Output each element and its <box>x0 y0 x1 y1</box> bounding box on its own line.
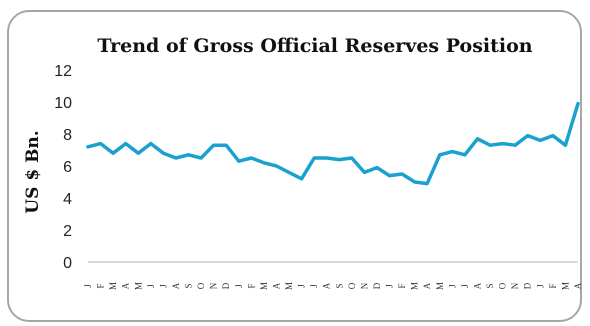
series-line <box>86 101 580 186</box>
x-tick-label: F <box>246 283 256 288</box>
data-point <box>551 134 555 138</box>
y-tick-label: 0 <box>63 255 72 272</box>
data-point <box>136 151 140 155</box>
x-tick-label: A <box>121 282 131 289</box>
x-tick-label: M <box>284 282 294 290</box>
data-point <box>262 161 266 165</box>
x-tick-label: M <box>259 282 269 290</box>
x-tick-label: M <box>560 282 570 290</box>
y-tick-label: 8 <box>63 127 72 144</box>
data-point <box>312 156 316 160</box>
x-tick-label: J <box>447 284 457 288</box>
x-tick-label: M <box>435 282 445 290</box>
data-point <box>413 180 417 184</box>
x-tick-label: M <box>410 282 420 290</box>
x-tick-label: S <box>485 283 495 288</box>
data-point <box>576 102 580 106</box>
y-tick-label: 6 <box>63 159 72 176</box>
data-point <box>111 151 115 155</box>
x-tick-label: J <box>535 284 545 288</box>
data-point <box>438 153 442 157</box>
data-point <box>350 156 354 160</box>
x-tick-label: A <box>472 282 482 289</box>
data-point <box>325 156 329 160</box>
data-point <box>563 143 567 147</box>
x-tick-label: N <box>359 282 369 289</box>
x-tick-label: A <box>573 282 583 289</box>
data-point <box>388 174 391 178</box>
data-point <box>476 137 479 141</box>
data-point <box>174 156 178 160</box>
data-point <box>161 151 165 155</box>
data-point <box>538 138 542 142</box>
x-tick-label: J <box>234 284 244 288</box>
y-axis-label: US $ Bn. <box>23 130 43 213</box>
x-tick-label: D <box>372 282 382 289</box>
x-tick-label: A <box>171 282 181 289</box>
data-point <box>362 170 366 174</box>
data-point <box>337 158 341 162</box>
x-tick-label: A <box>422 282 432 289</box>
data-point <box>224 143 228 147</box>
data-point <box>149 142 153 146</box>
x-tick-label: J <box>83 284 93 288</box>
x-tick-label: N <box>209 282 219 289</box>
data-point <box>212 143 216 147</box>
data-point <box>425 182 429 186</box>
data-points <box>86 102 580 186</box>
y-tick-label: 12 <box>54 63 72 80</box>
data-point <box>124 142 128 146</box>
x-tick-label: O <box>196 282 206 289</box>
y-tick-label: 10 <box>54 95 72 112</box>
chart-title: Trend of Gross Official Reserves Positio… <box>97 35 532 57</box>
x-tick-label: J <box>309 284 319 288</box>
x-tick-label: M <box>133 282 143 290</box>
x-tick-label: O <box>498 282 508 289</box>
x-tick-label: N <box>510 282 520 289</box>
y-axis: 0 2 4 6 8 10 12 <box>54 63 72 272</box>
y-tick-label: 2 <box>63 223 72 240</box>
data-point <box>501 142 505 146</box>
data-point <box>287 170 291 174</box>
data-point <box>375 166 379 170</box>
data-point <box>463 153 467 157</box>
x-tick-label: J <box>460 284 470 288</box>
data-point <box>275 164 278 168</box>
data-point <box>187 153 190 157</box>
data-point <box>199 156 203 160</box>
x-tick-label: A <box>271 282 281 289</box>
data-point <box>300 177 304 181</box>
chart-frame <box>7 10 582 322</box>
data-point <box>99 142 103 146</box>
x-tick-label: F <box>397 283 407 288</box>
x-tick-label: A <box>322 282 332 289</box>
x-tick-label: J <box>297 284 307 288</box>
data-point <box>488 143 492 147</box>
x-tick-label: S <box>184 283 194 288</box>
x-tick-label: F <box>548 283 558 288</box>
x-tick-label: F <box>96 283 106 288</box>
x-tick-label: D <box>221 282 231 289</box>
data-point <box>526 134 530 138</box>
data-point <box>400 172 404 176</box>
x-tick-label: D <box>523 282 533 289</box>
x-tick-label: J <box>146 284 156 288</box>
data-point <box>86 145 90 149</box>
x-tick-label: O <box>347 282 357 289</box>
x-tick-label: J <box>158 284 168 288</box>
data-point <box>513 143 517 147</box>
y-tick-label: 4 <box>63 191 72 208</box>
x-tick-label: M <box>108 282 118 290</box>
x-tick-label: S <box>334 283 344 288</box>
data-point <box>237 159 241 163</box>
data-point <box>450 150 454 154</box>
data-point <box>249 156 253 160</box>
x-tick-label: J <box>385 284 395 288</box>
